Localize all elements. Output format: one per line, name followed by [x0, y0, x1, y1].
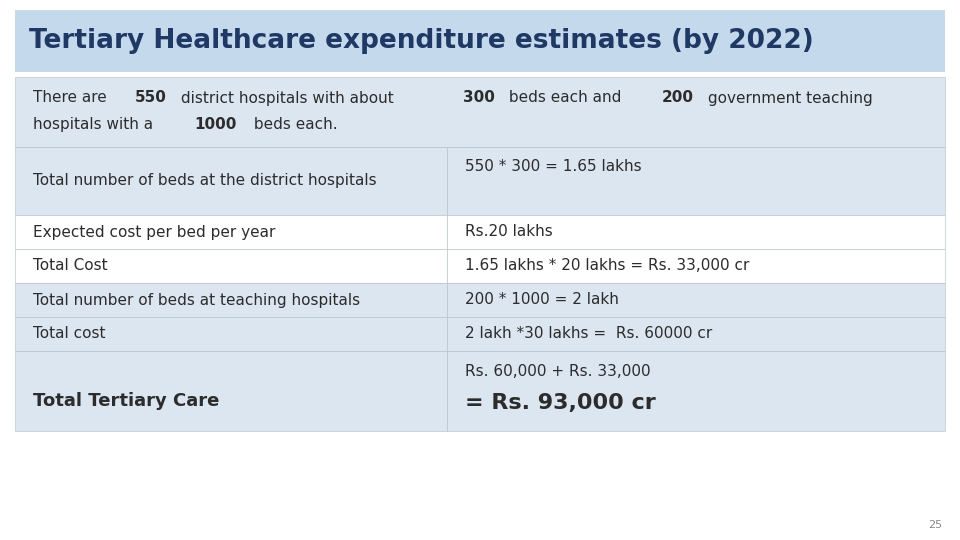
Text: 200 * 1000 = 2 lakh: 200 * 1000 = 2 lakh — [466, 293, 619, 307]
Text: 1000: 1000 — [194, 117, 237, 132]
Text: 550: 550 — [134, 91, 166, 105]
Text: beds each.: beds each. — [249, 117, 338, 132]
Bar — [15, 351, 447, 431]
Bar — [15, 10, 945, 72]
Text: Rs. 60,000 + Rs. 33,000: Rs. 60,000 + Rs. 33,000 — [466, 364, 651, 379]
Bar — [447, 215, 945, 249]
Text: Total Tertiary Care: Total Tertiary Care — [33, 392, 220, 410]
Text: = Rs. 93,000 cr: = Rs. 93,000 cr — [466, 393, 657, 413]
Text: 550 * 300 = 1.65 lakhs: 550 * 300 = 1.65 lakhs — [466, 159, 642, 173]
Text: Total Cost: Total Cost — [33, 259, 108, 273]
Text: government teaching: government teaching — [703, 91, 873, 105]
Text: Total number of beds at teaching hospitals: Total number of beds at teaching hospita… — [33, 293, 360, 307]
Text: There are: There are — [33, 91, 111, 105]
Text: Rs.20 lakhs: Rs.20 lakhs — [466, 225, 553, 240]
Text: Tertiary Healthcare expenditure estimates (by 2022): Tertiary Healthcare expenditure estimate… — [29, 28, 814, 54]
Bar — [15, 317, 447, 351]
Text: 1.65 lakhs * 20 lakhs = Rs. 33,000 cr: 1.65 lakhs * 20 lakhs = Rs. 33,000 cr — [466, 259, 750, 273]
Text: hospitals with a: hospitals with a — [33, 117, 158, 132]
Bar — [447, 351, 945, 431]
Text: Expected cost per bed per year: Expected cost per bed per year — [33, 225, 276, 240]
Bar — [15, 215, 447, 249]
Text: 2 lakh *30 lakhs =  Rs. 60000 cr: 2 lakh *30 lakhs = Rs. 60000 cr — [466, 327, 712, 341]
Text: Total cost: Total cost — [33, 327, 106, 341]
Bar — [15, 283, 447, 317]
Text: 300: 300 — [463, 91, 494, 105]
Text: district hospitals with about: district hospitals with about — [176, 91, 398, 105]
Bar — [15, 147, 447, 215]
Bar — [15, 77, 945, 147]
Text: 25: 25 — [928, 520, 942, 530]
Bar — [15, 249, 447, 283]
Bar — [447, 147, 945, 215]
Text: Total number of beds at the district hospitals: Total number of beds at the district hos… — [33, 173, 376, 188]
Bar — [447, 317, 945, 351]
Text: beds each and: beds each and — [504, 91, 626, 105]
Bar — [447, 283, 945, 317]
Text: 200: 200 — [661, 91, 694, 105]
Bar — [447, 249, 945, 283]
